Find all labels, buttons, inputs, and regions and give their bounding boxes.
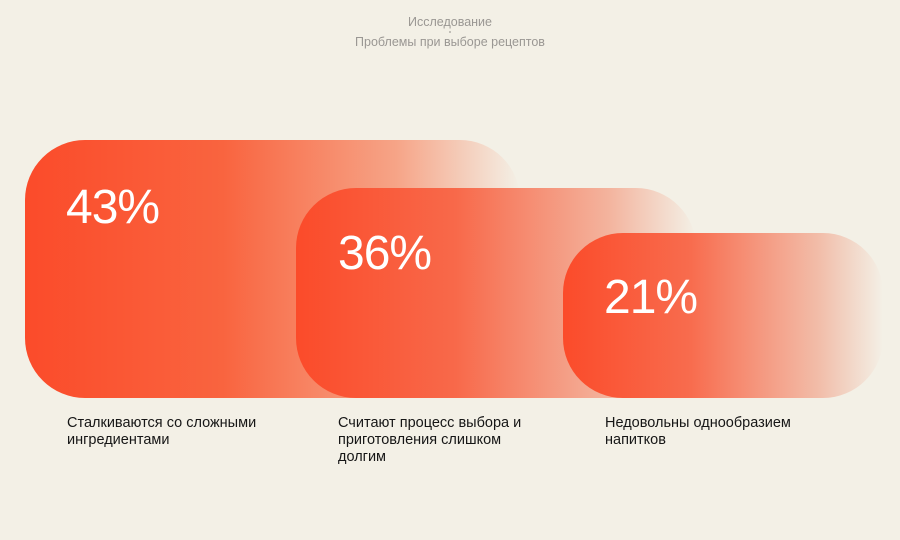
chart-header: Исследование Проблемы при выборе рецепто… bbox=[0, 14, 900, 50]
header-separator-dot bbox=[449, 31, 451, 33]
bar-value-label: 43% bbox=[66, 181, 160, 234]
bar-drinks-variety bbox=[563, 233, 883, 398]
bar-value-label: 21% bbox=[604, 271, 698, 324]
category-label: Недовольны однообразием напитков bbox=[605, 415, 791, 448]
header-category: Исследование bbox=[408, 15, 492, 29]
category-label: Сталкиваются со сложными ингредиентами bbox=[67, 415, 257, 448]
category-label: Считают процесс выбора и приготовления с… bbox=[338, 415, 522, 465]
bar-value-label: 36% bbox=[338, 227, 432, 280]
chart-title: Проблемы при выборе рецептов bbox=[355, 35, 545, 49]
